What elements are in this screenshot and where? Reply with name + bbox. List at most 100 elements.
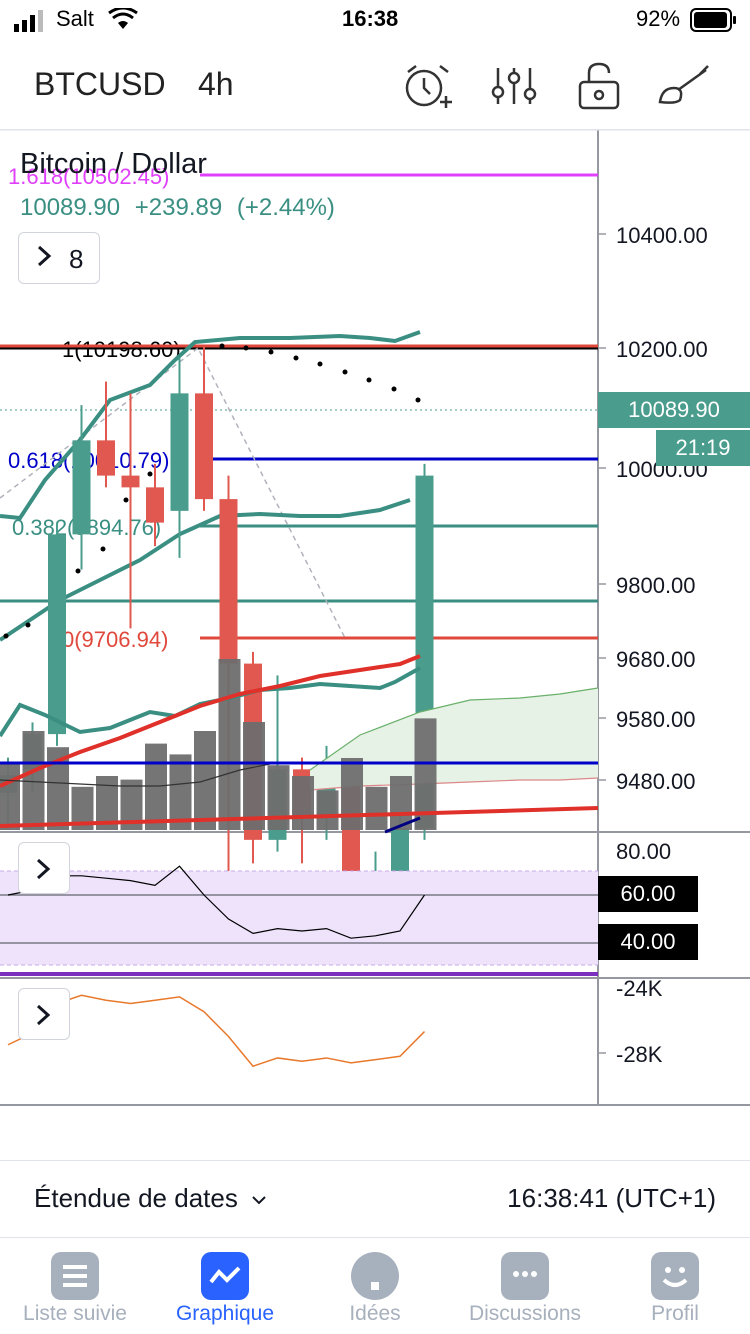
volume-bar: [341, 758, 363, 830]
sar-dot: [243, 345, 249, 351]
sar-dot: [100, 546, 106, 552]
sar-dot: [342, 369, 348, 375]
profile-icon: [651, 1252, 699, 1300]
tab-profile[interactable]: Profil: [600, 1238, 750, 1334]
status-bar: Salt 16:38 92%: [0, 0, 750, 40]
interval-selector[interactable]: 4h: [198, 66, 234, 102]
tab-discussions[interactable]: Discussions: [450, 1238, 600, 1334]
ma-red-line: [0, 654, 421, 788]
tab-label: Liste suivie: [23, 1302, 127, 1325]
sar-dot: [123, 497, 129, 503]
drawing-brush-icon[interactable]: [656, 58, 712, 114]
bar-countdown-tag: 21:19: [656, 430, 750, 466]
candle-body: [72, 440, 91, 535]
rsi-tick-label: 80.00: [616, 839, 671, 864]
volume-bar: [145, 743, 167, 830]
oscillator-tick-label: -28K: [616, 1042, 663, 1067]
fib-level-label: 1(10198.60): [62, 337, 181, 362]
carrier-name: Salt: [56, 6, 94, 31]
oscillator-pane-toggle-button[interactable]: [18, 988, 70, 1040]
battery-percent: 92%: [636, 6, 681, 31]
clock-time: 16:38: [342, 6, 399, 31]
sar-dot: [147, 471, 153, 477]
rsi-lower-level-tag: 40.00: [598, 924, 698, 960]
volume-bar: [390, 776, 412, 830]
trend-segment: [384, 816, 421, 834]
chart-footer: Étendue de dates 16:38:41 (UTC+1): [0, 1160, 750, 1238]
volume-bar: [96, 776, 118, 830]
volume-bar: [365, 786, 388, 830]
candle-body: [170, 393, 189, 511]
candle-body: [146, 487, 164, 523]
symbol-selector[interactable]: BTCUSD: [34, 66, 166, 102]
price-tick-label: 10400.00: [616, 223, 708, 248]
alarm-add-icon[interactable]: [400, 58, 456, 114]
tab-ideas[interactable]: Idées: [300, 1238, 450, 1334]
bottom-tab-bar: Liste suivie Graphique Idées Discussions…: [0, 1238, 750, 1334]
battery-icon: [690, 8, 736, 32]
date-range-label: Étendue de dates: [34, 1183, 238, 1213]
ma-black-line: [0, 763, 271, 787]
fib-level-label: 1.618(10502.45): [8, 164, 169, 189]
candle-body: [195, 393, 213, 500]
tab-label: Idées: [349, 1302, 401, 1325]
volume-bar: [169, 754, 192, 830]
price-tick-label: 9800.00: [616, 573, 696, 598]
volume-bar: [218, 659, 241, 830]
rsi-pane-toggle-button[interactable]: [18, 842, 70, 894]
chevron-right-icon: [36, 858, 51, 880]
tab-watchlist[interactable]: Liste suivie: [0, 1238, 150, 1334]
oscillator-tick-label: -24K: [616, 976, 663, 1001]
timezone-clock[interactable]: 16:38:41 (UTC+1): [507, 1183, 716, 1213]
rsi-line: [7, 865, 425, 939]
date-range-selector[interactable]: Étendue de dates: [34, 1183, 267, 1214]
indicators-count: 8: [69, 244, 84, 274]
volume-bar: [47, 747, 69, 830]
rsi-upper-level-tag: 60.00: [598, 876, 698, 912]
symbol-description: Bitcoin / Dollar: [20, 148, 207, 180]
price-legend: 10089.90 +239.89 (+2.44%): [20, 194, 343, 222]
rsi-band-fill: [0, 871, 598, 965]
candle-body: [391, 828, 409, 876]
ideas-bulb-icon: [351, 1252, 399, 1300]
sar-dot: [293, 355, 299, 361]
chat-icon: [501, 1252, 549, 1300]
chart-toolbar: BTCUSD 4h: [0, 44, 750, 130]
tab-chart[interactable]: Graphique: [150, 1238, 300, 1334]
volume-bar: [22, 731, 45, 830]
ma-long-red-line: [0, 806, 599, 828]
sar-dot: [317, 361, 323, 367]
legend-price: 10089.90: [20, 194, 121, 221]
fib-anchor-line: [0, 346, 346, 639]
chart-area[interactable]: 1.618(10502.45)1(10198.60)0.618(10010.79…: [0, 130, 750, 1106]
price-tick-label: 9580.00: [616, 707, 696, 732]
last-price-tag: 10089.90: [598, 392, 750, 428]
indicators-toggle-button[interactable]: 8: [18, 232, 100, 284]
chevron-down-icon: [252, 1196, 266, 1205]
price-tick-label: 10200.00: [616, 337, 708, 362]
sar-dot: [25, 622, 31, 628]
indicator-settings-icon[interactable]: [486, 58, 542, 114]
watchlist-icon: [51, 1252, 99, 1300]
legend-change: +239.89: [134, 194, 223, 221]
chevron-right-icon: [36, 1004, 51, 1026]
upper-band-line: [0, 330, 421, 521]
chart-canvas[interactable]: 1.618(10502.45)1(10198.60)0.618(10010.79…: [0, 130, 750, 1106]
price-tick-label: 9480.00: [616, 769, 696, 794]
sar-dot: [391, 386, 397, 392]
tab-label: Graphique: [175, 1302, 275, 1325]
volume-bar: [292, 776, 314, 830]
oscillator-line: [7, 994, 426, 1068]
volume-bar: [414, 718, 437, 830]
unlock-icon[interactable]: [572, 58, 628, 114]
volume-bar: [267, 765, 290, 830]
sar-dot: [75, 568, 81, 574]
volume-bar: [316, 790, 339, 830]
sar-dot: [3, 633, 9, 639]
fib-level-label: 0(9706.94): [62, 627, 168, 652]
signal-icon: [14, 10, 43, 32]
price-tick-label: 9680.00: [616, 647, 696, 672]
sar-dot: [219, 343, 225, 349]
candle-body: [97, 440, 115, 476]
legend-change-percent: (+2.44%): [236, 194, 335, 221]
